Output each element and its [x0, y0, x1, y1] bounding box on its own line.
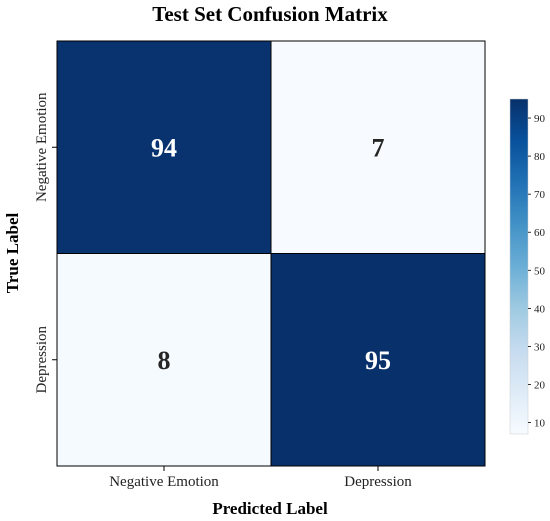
heatmap-cell — [56, 253, 272, 467]
x-tick-label: Negative Emotion — [109, 474, 219, 490]
x-tick-label: Depression — [344, 474, 412, 490]
y-axis-title: True Label — [3, 213, 22, 294]
plot-frame — [56, 40, 486, 467]
cell-value-label: 94 — [151, 133, 177, 162]
colorbar — [510, 99, 528, 434]
heatmap-cells — [56, 40, 486, 467]
colorbar-ticks: 10 20 30 40 50 60 70 80 90 — [528, 113, 546, 430]
cell-value-label: 7 — [372, 133, 385, 162]
x-axis-title: Predicted Label — [212, 499, 328, 518]
heatmap-cell — [270, 253, 486, 467]
y-tick-label: Depression — [34, 326, 50, 394]
colorbar-tick-label: 30 — [534, 341, 546, 353]
colorbar-tick-label: 10 — [534, 418, 546, 430]
colorbar-tick-label: 40 — [534, 303, 546, 315]
colorbar-tick-label: 90 — [534, 113, 546, 125]
cell-value-labels: 94 7 8 95 — [151, 133, 391, 375]
colorbar-tick-label: 20 — [534, 380, 546, 392]
colorbar-tick-label: 50 — [534, 265, 546, 277]
y-tick-labels: Negative Emotion Depression — [34, 92, 57, 394]
colorbar-tick-label: 60 — [534, 227, 546, 239]
colorbar-tick-label: 70 — [534, 189, 546, 201]
colorbar-frame — [509, 98, 529, 435]
chart-title: Test Set Confusion Matrix — [152, 2, 388, 26]
colorbar-tick-label: 80 — [534, 151, 546, 163]
cell-value-label: 8 — [158, 346, 171, 375]
heatmap-cell — [56, 40, 272, 254]
x-tick-labels: Negative Emotion Depression — [109, 466, 412, 490]
heatmap-cell — [270, 40, 486, 254]
cell-value-label: 95 — [365, 346, 391, 375]
y-tick-label: Negative Emotion — [34, 92, 50, 202]
